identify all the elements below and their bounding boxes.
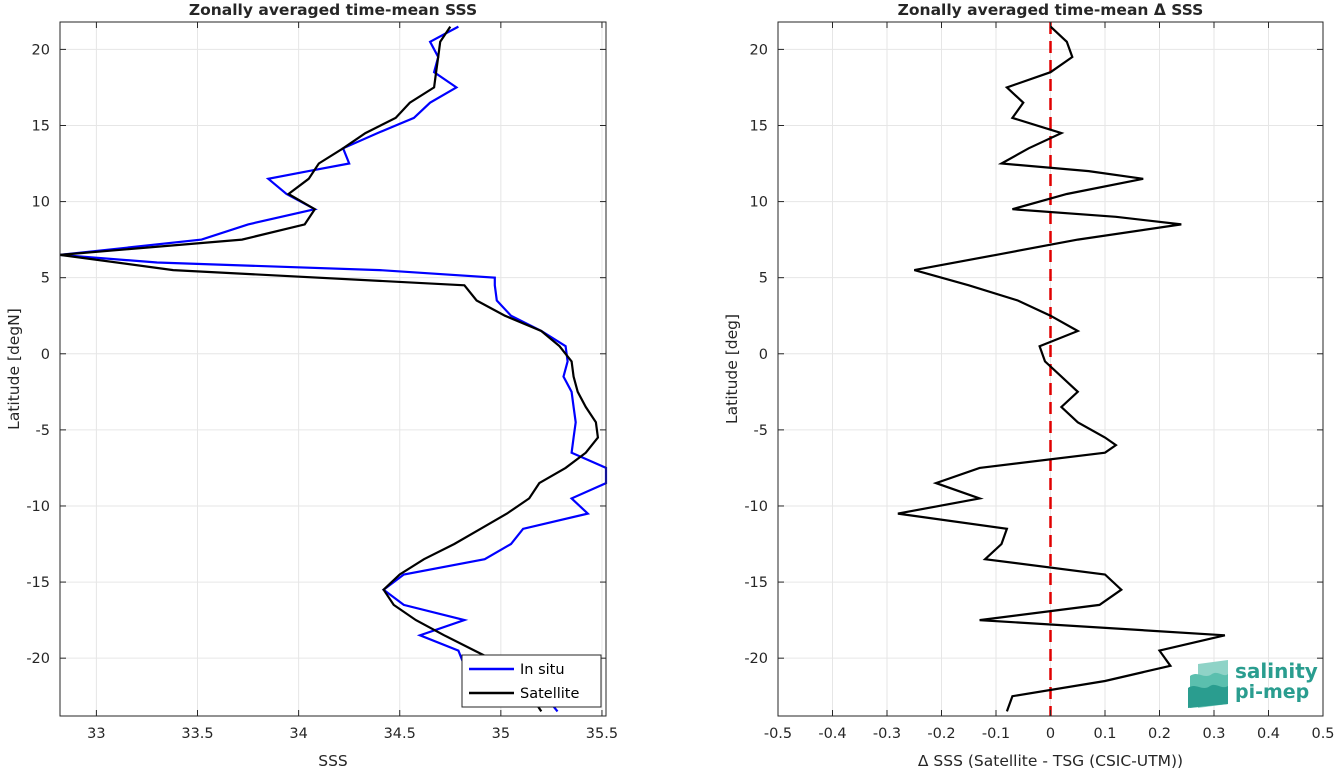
y-tick-label: 10 xyxy=(750,195,768,211)
x-tick-label: 0.4 xyxy=(1257,726,1280,742)
left-axes-box xyxy=(59,21,607,717)
y-tick-label: 20 xyxy=(750,42,768,58)
x-tick-label: 0 xyxy=(1046,726,1055,742)
x-tick-label: -0.2 xyxy=(927,726,955,742)
legend-entry-satellite: Satellite xyxy=(520,686,579,702)
legend-box xyxy=(461,654,602,708)
x-tick-label: -0.4 xyxy=(818,726,846,742)
left-series xyxy=(59,25,608,713)
y-tick-label: 10 xyxy=(32,195,50,211)
logo-text-salinity: salinity xyxy=(1235,659,1318,683)
x-tick-label: 34.5 xyxy=(384,726,416,742)
salinity-wave-icon xyxy=(1188,660,1228,708)
y-tick-label: 0 xyxy=(759,347,768,363)
y-tick-label: 5 xyxy=(41,271,50,287)
y-tick-label: -15 xyxy=(744,575,768,591)
logo-text-pi-mep: pi-mep xyxy=(1235,681,1309,703)
left-ticks: 33 33.5 34 34.5 35 35.5 20 15 10 5 0 -5 -10 -15 -20 xyxy=(26,22,618,742)
y-tick-label: 15 xyxy=(32,118,50,134)
y-tick-label: -15 xyxy=(26,575,50,591)
right-chart: -0.5 -0.4 -0.3 -0.2 -0.1 0 0.1 0.2 0.3 0.4 0.5 20 15… xyxy=(723,1,1335,769)
y-tick-label: 15 xyxy=(750,118,768,134)
y-tick-label: -20 xyxy=(26,651,50,667)
x-tick-label: -0.3 xyxy=(873,726,901,742)
x-tick-label: 0.5 xyxy=(1311,726,1334,742)
x-tick-label: 35.5 xyxy=(586,726,618,742)
x-tick-label: 0.2 xyxy=(1148,726,1171,742)
right-y-axis-label: Latitude [deg] xyxy=(723,314,741,424)
right-chart-title: Zonally averaged time-mean Δ SSS xyxy=(898,1,1204,19)
x-tick-label: -0.5 xyxy=(764,726,792,742)
legend: In situ Satellite xyxy=(461,654,602,708)
x-tick-label: 0.1 xyxy=(1093,726,1116,742)
right-series xyxy=(897,25,1226,712)
left-x-axis-label: SSS xyxy=(318,752,348,769)
right-x-axis-label: Δ SSS (Satellite - TSG (CSIC-UTM)) xyxy=(918,752,1183,769)
series-line-satellite xyxy=(59,25,600,713)
left-y-axis-label: Latitude [degN] xyxy=(5,308,23,430)
y-tick-label: -5 xyxy=(754,423,768,439)
left-chart: 33 33.5 34 34.5 35 35.5 20 15 10 5 0 -5 -10 -15 -20 Zo… xyxy=(5,1,618,769)
x-tick-label: 35 xyxy=(492,726,510,742)
salinity-pi-mep-logo: salinity pi-mep xyxy=(1188,659,1318,708)
left-grid xyxy=(60,22,606,716)
right-ticks: -0.5 -0.4 -0.3 -0.2 -0.1 0 0.1 0.2 0.3 0.4 0.5 20 15… xyxy=(744,22,1335,742)
y-tick-label: -10 xyxy=(744,499,768,515)
y-tick-label: -10 xyxy=(26,499,50,515)
y-tick-label: 0 xyxy=(41,347,50,363)
x-tick-label: 33 xyxy=(87,726,105,742)
x-tick-label: 33.5 xyxy=(181,726,213,742)
y-tick-label: -5 xyxy=(36,423,50,439)
y-tick-label: 20 xyxy=(32,42,50,58)
x-tick-label: 0.3 xyxy=(1202,726,1225,742)
x-tick-label: -0.1 xyxy=(982,726,1010,742)
y-tick-label: 5 xyxy=(759,271,768,287)
series-line-delta-sss xyxy=(897,25,1226,712)
series-line-in-situ xyxy=(59,25,608,713)
y-tick-label: -20 xyxy=(744,651,768,667)
x-tick-label: 34 xyxy=(289,726,307,742)
left-chart-title: Zonally averaged time-mean SSS xyxy=(189,1,477,19)
legend-entry-in-situ: In situ xyxy=(520,662,565,678)
